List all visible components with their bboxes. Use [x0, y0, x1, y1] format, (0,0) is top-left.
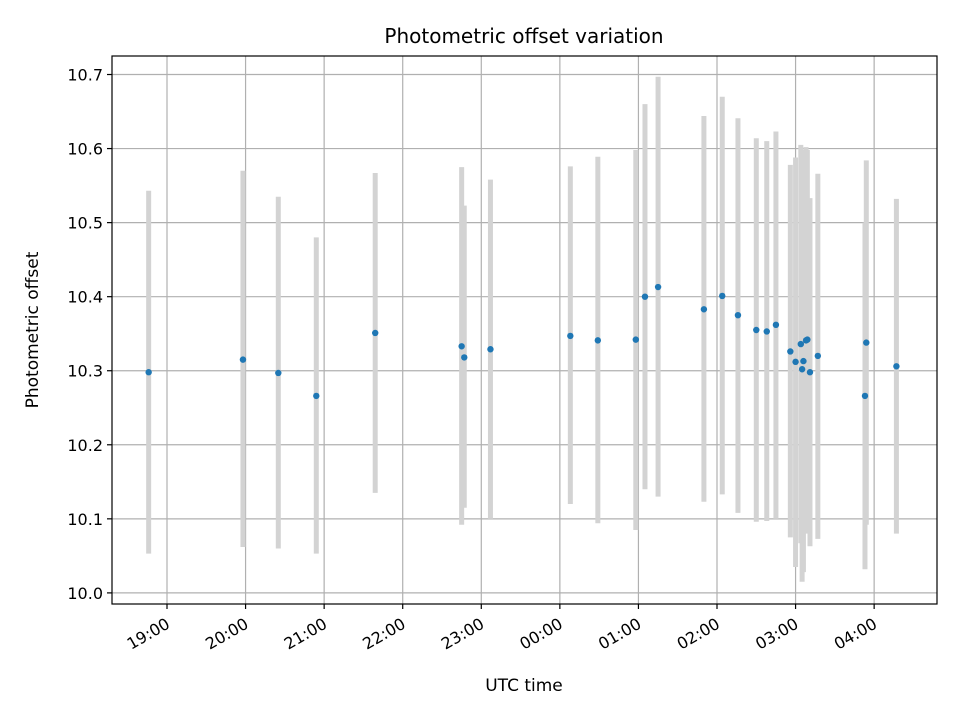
chart-title: Photometric offset variation [384, 24, 663, 48]
data-point [313, 392, 320, 400]
data-points [145, 283, 900, 400]
data-point [641, 293, 649, 300]
data-point [594, 337, 602, 344]
data-point [814, 352, 822, 360]
data-point [719, 292, 726, 300]
y-tick-label: 10.1 [67, 510, 103, 529]
y-tick-label: 10.3 [67, 362, 103, 381]
data-point [861, 392, 869, 400]
data-point [654, 283, 662, 291]
data-point [458, 343, 465, 350]
data-point [863, 339, 870, 346]
y-tick-label: 10.0 [67, 584, 103, 603]
data-point [797, 340, 805, 348]
data-point [487, 346, 494, 353]
data-point [734, 311, 742, 319]
data-point [787, 348, 794, 355]
data-point [461, 354, 468, 361]
data-point [700, 306, 708, 313]
data-point [145, 369, 152, 376]
y-tick-label: 10.7 [67, 66, 103, 85]
y-axis-label: Photometric offset [23, 251, 43, 408]
data-point [806, 369, 814, 376]
y-tick-label: 10.4 [67, 288, 103, 307]
y-axis-ticks: 10.0 10.1 10.2 10.3 10.4 10.5 10.6 10.7 [67, 66, 112, 603]
data-point [800, 357, 807, 365]
data-point [798, 366, 806, 373]
data-point [632, 336, 640, 343]
data-point [239, 356, 247, 363]
y-tick-label: 10.2 [67, 436, 103, 455]
data-point [893, 363, 900, 370]
data-point [792, 358, 799, 366]
data-point [772, 321, 780, 329]
plot-frame [111, 55, 938, 605]
y-tick-label: 10.5 [67, 214, 103, 233]
data-point [804, 336, 811, 343]
data-point [372, 329, 379, 337]
data-point [763, 328, 770, 335]
data-point [753, 326, 760, 334]
grid-lines [112, 56, 937, 604]
x-axis-label: UTC time [485, 676, 563, 696]
data-point [275, 369, 282, 377]
y-tick-label: 10.6 [67, 140, 103, 159]
data-point [567, 332, 574, 340]
